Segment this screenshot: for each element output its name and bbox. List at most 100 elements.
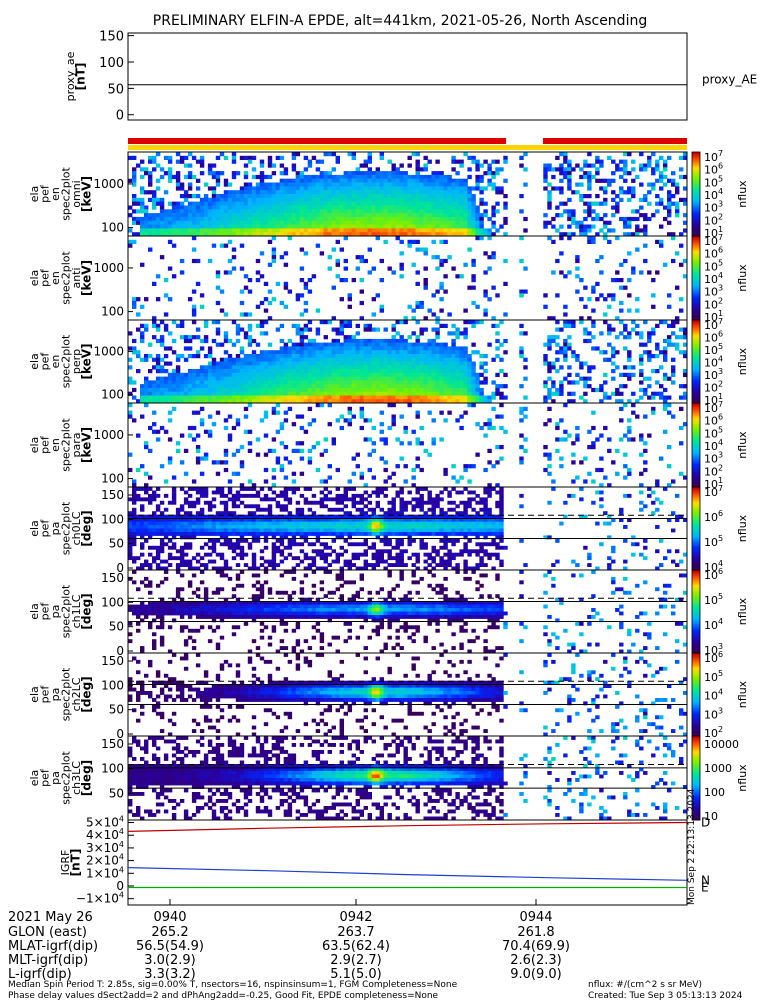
spectrogram-cell bbox=[140, 399, 145, 404]
spectrogram-cell bbox=[315, 182, 321, 187]
spectrogram-cell bbox=[371, 365, 376, 370]
spectrogram-cell bbox=[351, 399, 356, 404]
spectrogram-cell bbox=[415, 281, 420, 286]
spectrogram-cell bbox=[239, 387, 245, 393]
spectrogram-cell bbox=[651, 331, 656, 336]
spectrogram-cell bbox=[287, 228, 293, 233]
spectrogram-cell bbox=[335, 399, 340, 404]
spectrogram-cell bbox=[627, 190, 632, 195]
spectrogram-cell bbox=[559, 391, 564, 396]
spectrogram-cell bbox=[179, 556, 185, 561]
spectrogram-cell bbox=[487, 163, 492, 168]
spectrogram-cell bbox=[152, 429, 157, 434]
spectrogram-cell bbox=[128, 552, 133, 557]
spectrogram-cell bbox=[375, 201, 380, 206]
spectrogram-cell bbox=[303, 155, 309, 160]
spectrogram-cell bbox=[463, 346, 468, 351]
spectrogram-cell bbox=[543, 361, 548, 366]
spectrogram-cell bbox=[463, 232, 468, 237]
spectrogram-cell bbox=[411, 232, 416, 237]
spectrogram-cell bbox=[371, 346, 376, 351]
spectrogram-cell bbox=[335, 365, 340, 370]
spectrogram-cell bbox=[423, 167, 428, 172]
spectrogram-cell bbox=[327, 403, 332, 408]
spectrogram-cell bbox=[359, 395, 364, 400]
spectrogram-cell bbox=[140, 545, 145, 550]
spectrogram-cell bbox=[191, 425, 197, 431]
spectrogram-cell bbox=[543, 380, 548, 385]
spectrogram-cell bbox=[319, 376, 325, 381]
spectrogram-cell bbox=[371, 174, 376, 180]
spectrogram-cell bbox=[271, 247, 277, 252]
spectrogram-cell bbox=[315, 159, 321, 164]
spectrogram-cell bbox=[171, 518, 177, 522]
spectrogram-cell bbox=[603, 395, 608, 400]
spectrogram-cell bbox=[295, 174, 301, 180]
spectrogram-cell bbox=[359, 232, 364, 237]
spectrogram-cell bbox=[351, 201, 356, 206]
spectrogram-cell bbox=[255, 380, 261, 385]
spectrogram-cell bbox=[419, 395, 424, 400]
spectrogram-cell bbox=[379, 361, 384, 366]
spectrogram-cell bbox=[623, 285, 628, 290]
spectrogram-cell bbox=[183, 209, 189, 214]
spectrogram-cell bbox=[167, 346, 173, 351]
spectrogram-cell bbox=[471, 403, 476, 408]
spectrogram-cell bbox=[227, 380, 233, 385]
spectrogram-cell bbox=[335, 197, 340, 202]
spectrogram-cell bbox=[191, 487, 197, 491]
spectrogram-cell bbox=[651, 391, 656, 396]
spectrogram-cell bbox=[171, 376, 177, 381]
spectrogram-cell bbox=[547, 338, 552, 344]
colorbar-cell bbox=[692, 686, 700, 689]
spectrogram-cell bbox=[283, 281, 289, 286]
spectrogram-cell bbox=[367, 338, 372, 344]
colorbar-cell bbox=[692, 212, 700, 216]
spectrogram-cell bbox=[311, 174, 317, 180]
spectrogram-cell bbox=[339, 361, 344, 366]
spectrogram-cell bbox=[375, 197, 380, 202]
spectrogram-cell bbox=[259, 350, 265, 355]
spectrogram-cell bbox=[251, 338, 257, 344]
colorbar-cell bbox=[692, 788, 700, 791]
spectrogram-cell bbox=[443, 213, 448, 218]
spectrogram-cell bbox=[299, 441, 305, 446]
spectrogram-cell bbox=[203, 387, 209, 393]
spectrogram-cell bbox=[295, 361, 301, 366]
spectrogram-cell bbox=[299, 174, 305, 180]
spectrogram-cell bbox=[375, 361, 380, 366]
spectrogram-cell bbox=[383, 205, 388, 210]
spectrogram-cell bbox=[363, 258, 368, 264]
spectrogram-cell bbox=[339, 197, 344, 202]
spectrogram-cell bbox=[503, 338, 508, 344]
spectrogram-cell bbox=[235, 387, 241, 393]
spectrogram-cell bbox=[255, 361, 261, 366]
spectrogram-cell bbox=[419, 205, 424, 210]
spectrogram-cell bbox=[359, 475, 364, 480]
colorbar-cell bbox=[692, 655, 700, 658]
spectrogram-cell bbox=[627, 399, 632, 404]
spectrogram-cell bbox=[467, 399, 472, 404]
spectrogram-cell bbox=[543, 304, 548, 309]
spectrogram-cell bbox=[255, 213, 261, 218]
spectrogram-cell bbox=[343, 335, 348, 340]
spectrogram-cell bbox=[140, 518, 145, 522]
spectrogram-cell bbox=[311, 342, 317, 347]
spectrogram-cell bbox=[347, 224, 352, 229]
spectrogram-cell bbox=[567, 174, 572, 180]
spectrogram-cell bbox=[367, 323, 372, 328]
spectrogram-cell bbox=[195, 514, 201, 519]
spectrogram-cell bbox=[144, 216, 149, 222]
spectrogram-cell bbox=[447, 228, 452, 233]
spectrogram-cell bbox=[303, 201, 309, 206]
spectrogram-cell bbox=[483, 232, 488, 237]
spectrogram-cell bbox=[199, 525, 205, 529]
spectrogram-cell bbox=[263, 395, 269, 400]
spectrogram-cell bbox=[551, 174, 556, 180]
spectrogram-cell bbox=[455, 178, 460, 183]
spectrogram-cell bbox=[383, 209, 388, 214]
spectrogram-cell bbox=[187, 216, 193, 222]
spectrogram-cell bbox=[451, 357, 456, 362]
spectrogram-cell bbox=[155, 521, 161, 526]
